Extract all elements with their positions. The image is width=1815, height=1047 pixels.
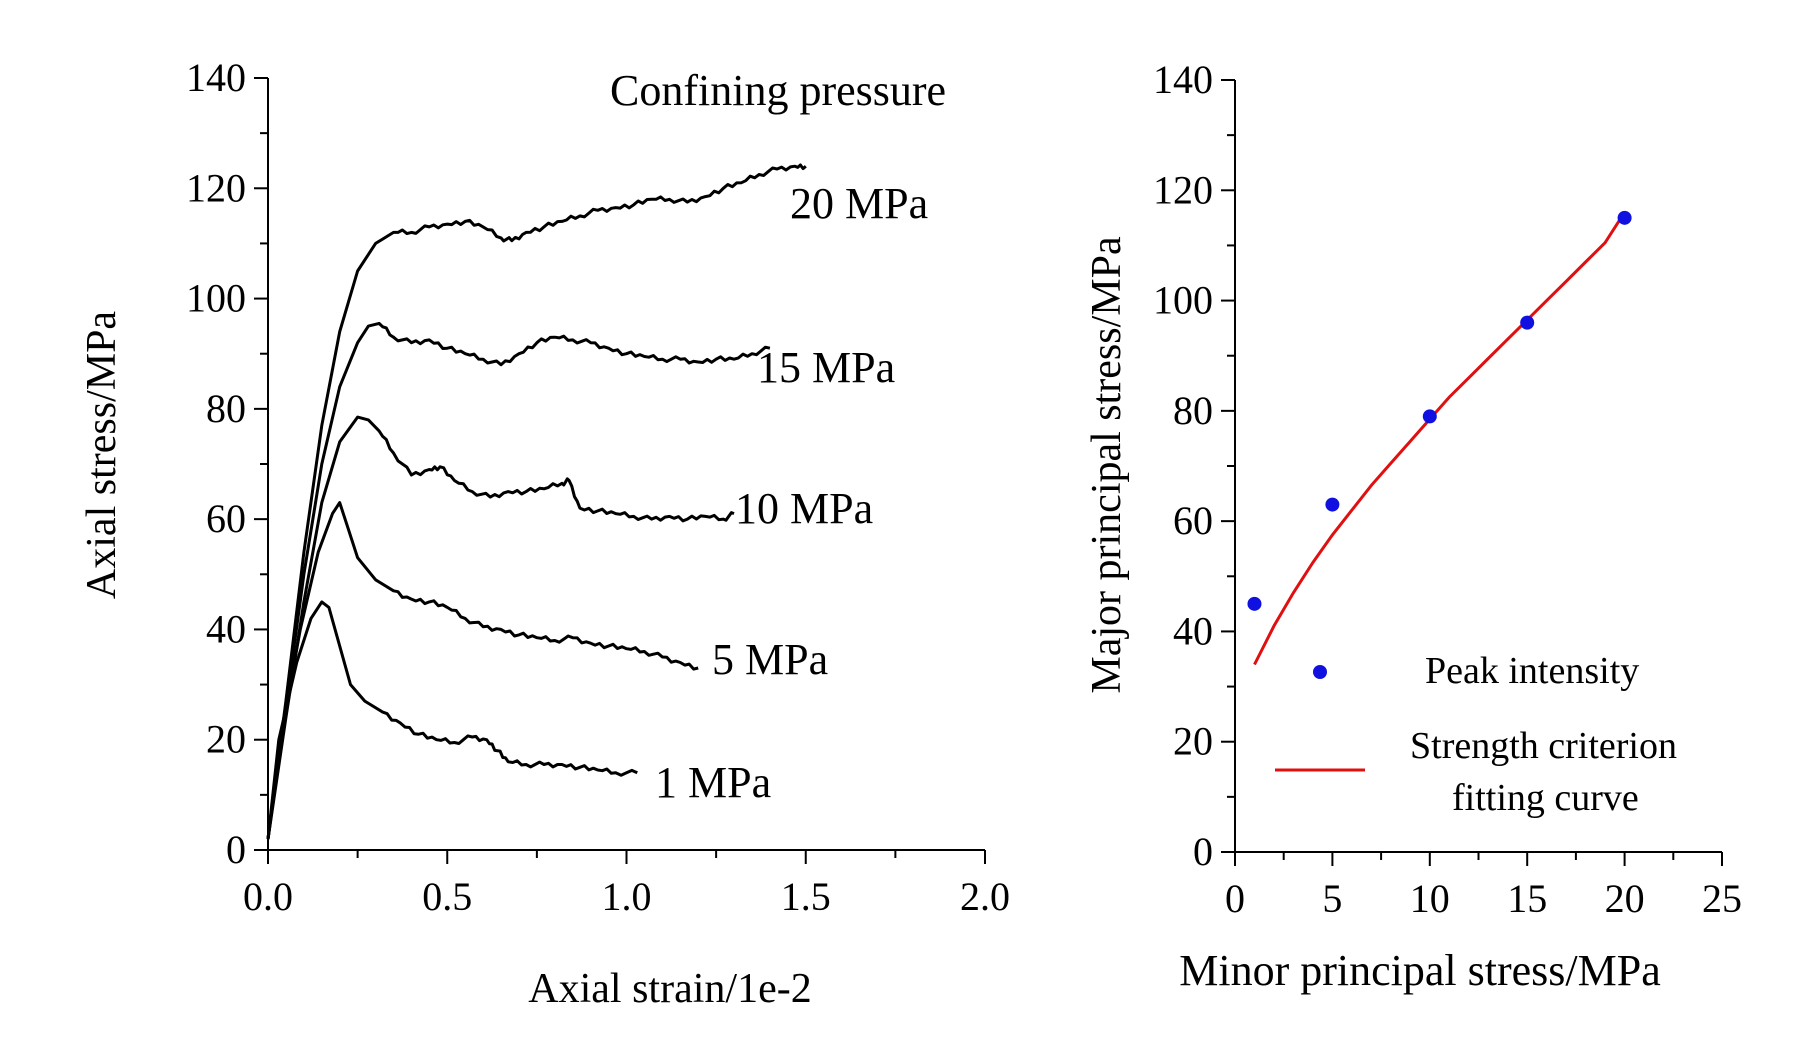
left-y-tick-label: 0 (226, 827, 246, 872)
strength-criterion-chart: 0 20 40 60 80 100 120 140 0 5 10 15 20 25 Major princ… (1084, 57, 1742, 995)
left-y-tick-label: 60 (206, 496, 246, 541)
right-y-tick-label: 120 (1153, 167, 1213, 212)
legend-label-strength-criterion: Strength criterion (1410, 725, 1677, 767)
peak-intensity-point (1325, 497, 1340, 512)
peak-intensity-point (1520, 315, 1535, 330)
right-y-tick-label: 100 (1153, 278, 1213, 323)
right-y-tick-label: 60 (1173, 498, 1213, 543)
right-x-tick-label: 15 (1507, 876, 1547, 921)
left-y-tick-label: 120 (186, 165, 246, 210)
right-x-tick-label: 10 (1410, 876, 1450, 921)
curve-label: 15 MPa (757, 343, 895, 392)
right-x-tick-label: 0 (1225, 876, 1245, 921)
right-y-tick-label: 140 (1153, 57, 1213, 102)
left-y-tick-label: 20 (206, 717, 246, 762)
left-y-axis-label: Axial stress/MPa (79, 311, 125, 600)
left-x-tick-label: 0.5 (422, 874, 472, 919)
curve-1-mpa (266, 600, 638, 840)
left-x-tick-label: 1.5 (781, 874, 831, 919)
peak-intensity-point (1247, 596, 1262, 611)
left-x-tick-label: 0.0 (243, 874, 293, 919)
left-y-tick-label: 140 (186, 55, 246, 100)
curve-label: 10 MPa (735, 484, 873, 533)
fitting-curve-line (1253, 211, 1626, 666)
right-y-tick-label: 40 (1173, 608, 1213, 653)
right-x-tick-label: 20 (1605, 876, 1645, 921)
right-x-tick-label: 25 (1702, 876, 1742, 921)
right-y-tick-label: 0 (1193, 829, 1213, 874)
right-legend: Peak intensity Strength criterion fittin… (1275, 650, 1677, 819)
right-x-axis-label: Minor principal stress/MPa (1179, 946, 1661, 995)
left-x-tick-label: 1.0 (602, 874, 652, 919)
curve-15-mpa (266, 321, 771, 840)
left-y-tick-label: 80 (206, 386, 246, 431)
right-y-tick-label: 20 (1173, 719, 1213, 764)
curve-label: 20 MPa (790, 179, 928, 228)
left-y-tick-label: 40 (206, 606, 246, 651)
curve-label: 1 MPa (655, 758, 771, 807)
peak-intensity-point (1617, 210, 1632, 225)
legend-marker-peak-intensity (1313, 665, 1327, 679)
left-y-tick-label: 100 (186, 276, 246, 321)
curve-20-mpa (266, 163, 807, 840)
right-x-tick-label: 5 (1322, 876, 1342, 921)
stress-strain-chart: 0 20 40 60 80 100 120 140 0.0 0.5 1.0 1.5 2.0 Axial … (79, 55, 1010, 1012)
right-y-tick-label: 80 (1173, 388, 1213, 433)
legend-label-peak-intensity: Peak intensity (1425, 650, 1639, 692)
left-x-axis-label: Axial strain/1e-2 (528, 966, 811, 1012)
curve-label: 5 MPa (712, 635, 828, 684)
right-y-axis-label: Major principal stress/MPa (1084, 236, 1130, 694)
curve-10-mpa (266, 415, 735, 840)
peak-intensity-point (1422, 409, 1437, 424)
left-x-tick-label: 2.0 (960, 874, 1010, 919)
legend-label-fitting-curve: fitting curve (1452, 777, 1639, 819)
legend-title: Confining pressure (610, 66, 946, 115)
curve-5-mpa (266, 501, 699, 840)
